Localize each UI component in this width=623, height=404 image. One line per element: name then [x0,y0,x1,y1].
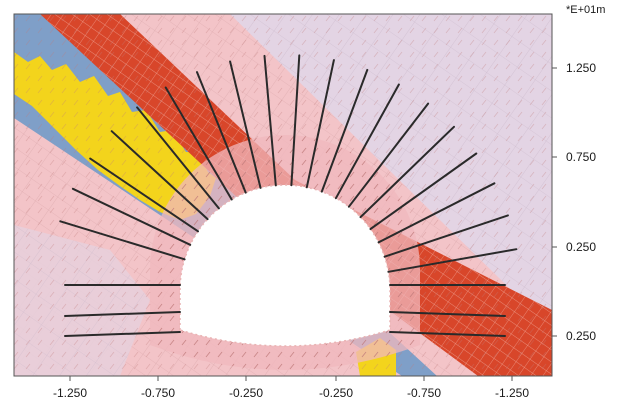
y-tick-label: 1.250 [566,61,597,75]
y-tick-label: 0.250 [566,240,597,254]
sidewall-bolt [389,331,506,337]
unit-label: *E+01m [566,4,606,16]
rock-bolt [263,54,277,187]
rock-bolt [359,125,455,219]
rock-bolt [383,214,509,258]
rock-bolt [110,130,209,221]
x-tick-label: -1.250 [52,386,88,400]
x-tick-label: -0.250 [228,386,264,400]
sidewall-bolt [389,311,506,317]
rock-bolt [164,86,233,201]
sidewall-bolt [64,311,181,317]
rock-bolt [89,157,199,233]
rock-bolt [59,220,186,261]
rock-bolt [196,71,247,194]
y-tick-label: 0.250 [566,329,597,343]
tunnel-opening [179,184,391,347]
rock-bolt [136,106,220,210]
rock-bolt [334,83,400,200]
x-tick-label: -0.250 [318,386,354,400]
x-tick-label: -0.750 [406,386,442,400]
axis-ticks [69,67,557,381]
x-tick-label: -1.250 [494,386,530,400]
rock-bolt [347,102,430,208]
rock-bolt [369,152,478,230]
rock-bolt [229,60,262,189]
x-tick-label: -0.750 [140,386,176,400]
sidewall-bolt [64,331,181,337]
rock-bolts [59,54,518,337]
rock-bolt [305,59,335,189]
rock-bolt [320,68,369,193]
plot-frame [13,13,553,377]
rock-bolt [71,187,192,246]
rock-bolt [290,54,301,187]
rock-bolt [387,248,518,273]
rock-bolt [377,182,496,244]
y-tick-label: 0.750 [566,150,597,164]
